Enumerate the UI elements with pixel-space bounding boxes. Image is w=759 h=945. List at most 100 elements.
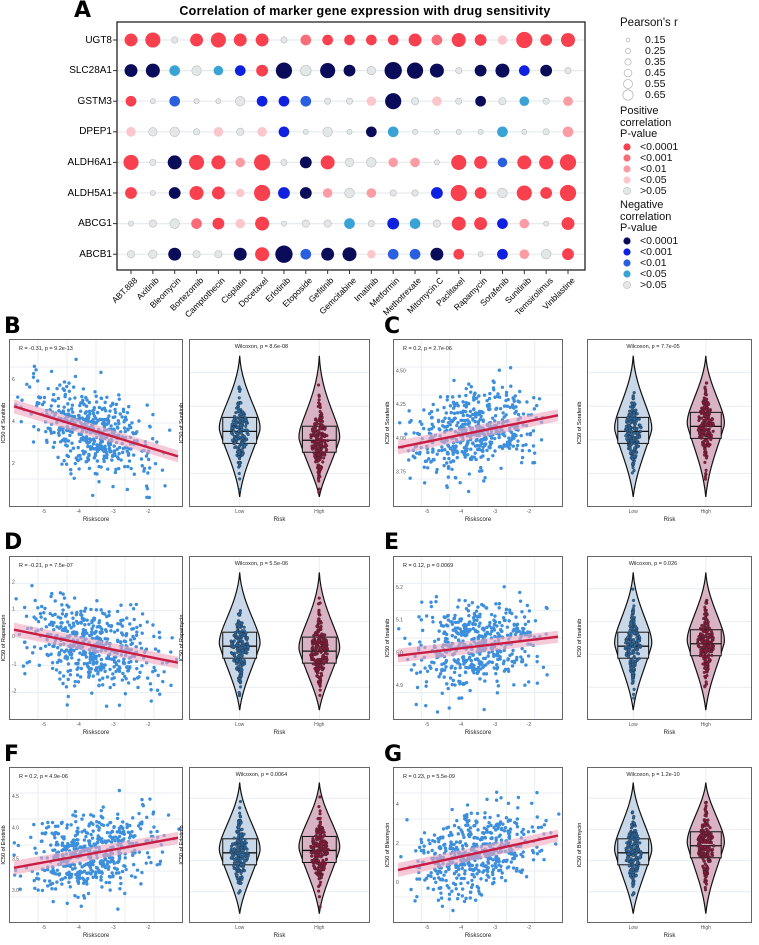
scatter-point	[444, 411, 448, 415]
scatter-point	[59, 821, 64, 826]
scatter-point	[455, 401, 459, 406]
jitter-point	[242, 625, 246, 629]
jitter-point	[633, 422, 637, 426]
scatter-frame	[393, 339, 563, 507]
scatter-point	[87, 409, 92, 414]
scatter-point	[445, 424, 450, 429]
scatter-point	[121, 661, 126, 665]
scatter-point	[148, 797, 152, 801]
scatter-point	[492, 388, 496, 392]
scatter-point	[478, 621, 482, 625]
scatter-point	[535, 654, 539, 659]
jitter-point	[236, 650, 240, 654]
jitter-point	[631, 662, 635, 666]
legend-size-circle	[624, 58, 632, 66]
scatter-point	[32, 822, 36, 827]
risk-axis-label: Risk	[274, 730, 287, 736]
scatter-point	[467, 613, 471, 618]
jitter-point	[632, 468, 636, 473]
scatter-point	[111, 874, 115, 879]
scatter-point	[18, 874, 23, 878]
scatter-point	[53, 848, 57, 852]
jitter-point	[242, 869, 247, 873]
scatter-point	[113, 470, 118, 475]
jitter-point	[246, 432, 250, 437]
scatter-point	[477, 409, 482, 414]
scatter-point	[438, 395, 443, 399]
group-tick-label: Low	[629, 509, 639, 515]
dot-UGT8-Gemcitabine	[344, 34, 355, 46]
scatter-point	[464, 386, 468, 391]
jitter-point	[707, 402, 711, 406]
jitter-point	[630, 442, 634, 446]
jitter-point	[632, 638, 636, 642]
scatter-point	[445, 451, 450, 456]
scatter-point	[95, 635, 99, 639]
jitter-point	[231, 853, 235, 857]
scatter-point	[454, 476, 458, 480]
jitter-point	[629, 665, 633, 669]
jitter-point	[235, 431, 239, 435]
scatter-point	[62, 380, 67, 384]
scatter-point	[127, 836, 132, 840]
dot-ABCG1-Docetaxel	[255, 216, 270, 231]
scatter-point	[169, 650, 173, 654]
scatter-point	[18, 887, 22, 891]
scatter-point	[58, 383, 62, 387]
scatter-point	[85, 882, 89, 886]
scatter-point	[12, 841, 17, 845]
dot-SLC28A1-Cisplatin	[234, 65, 246, 76]
jitter-point	[242, 435, 246, 439]
scatter-point	[115, 628, 120, 632]
scatter-point	[463, 670, 468, 675]
scatter-point	[32, 364, 37, 369]
scatter-point	[120, 415, 124, 419]
scatter-point	[504, 393, 509, 397]
scatter-point	[97, 678, 102, 682]
jitter-point	[635, 412, 639, 416]
scatter-point	[492, 654, 496, 658]
scatter-point	[537, 397, 542, 401]
jitter-point	[317, 453, 321, 457]
dot-ALDH5A1-Rapamycin	[474, 187, 487, 199]
x-tick-label: -4	[76, 722, 81, 728]
scatter-point	[89, 872, 93, 876]
jitter-point	[703, 666, 707, 671]
scatter-point	[104, 857, 108, 862]
scatter-point	[64, 685, 69, 689]
legend-size-label: 0.55	[645, 77, 666, 90]
dotplot-title: Correlation of marker gene expression wi…	[179, 4, 551, 18]
scatter-point	[95, 410, 100, 415]
jitter-point	[238, 843, 242, 847]
scatter-point	[100, 627, 104, 631]
scatter-point	[519, 655, 523, 659]
scatter-point	[125, 410, 130, 415]
jitter-point	[312, 657, 316, 661]
dot-ABCG1-Paclitaxel	[451, 216, 466, 231]
legend-negative-label: <0.01	[640, 256, 667, 269]
scatter-point	[67, 389, 72, 394]
scatter-point	[418, 640, 422, 644]
jitter-point	[321, 632, 325, 636]
scatter-point	[493, 634, 497, 639]
scatter-point	[446, 686, 450, 691]
scatter-point	[467, 401, 471, 406]
jitter-point	[310, 440, 314, 444]
scatter-point	[23, 672, 27, 676]
scatter-point	[103, 628, 108, 632]
scatter-point	[129, 603, 133, 607]
scatter-point	[135, 630, 139, 634]
jitter-point	[238, 806, 242, 810]
scatter-point	[51, 445, 56, 449]
scatter-point	[118, 640, 123, 645]
y-tick-label: 5.0	[396, 650, 403, 656]
scatter-point	[76, 454, 81, 458]
jitter-point	[318, 621, 322, 625]
scatter-point	[112, 630, 117, 634]
jitter-point	[316, 383, 321, 387]
risk-axis-label: Risk	[274, 517, 287, 523]
dot-UGT8-Axitinib	[145, 32, 161, 48]
scatter-point	[137, 824, 141, 828]
jitter-point	[235, 866, 239, 870]
scatter-point	[457, 394, 462, 398]
